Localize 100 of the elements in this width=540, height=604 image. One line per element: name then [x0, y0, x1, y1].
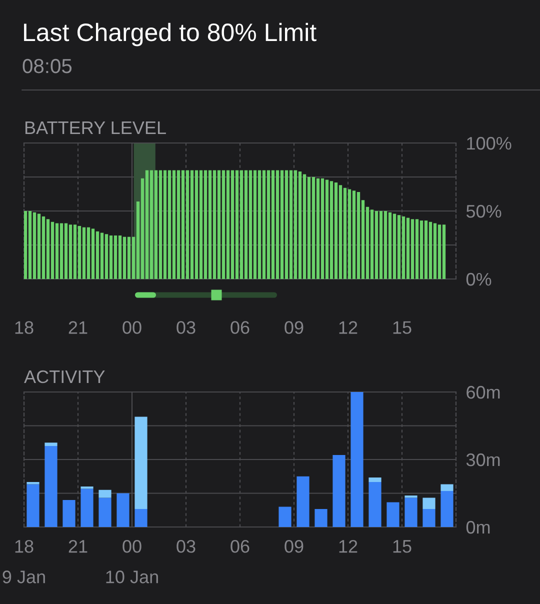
chart-title: ACTIVITY — [24, 370, 105, 384]
bar — [379, 211, 383, 279]
bar — [316, 178, 320, 279]
chart-title: BATTERY LEVEL — [25, 122, 166, 134]
bar — [338, 185, 342, 279]
bar — [280, 170, 284, 279]
bar — [109, 235, 113, 279]
bar — [186, 170, 190, 279]
bar — [78, 226, 82, 279]
bar — [96, 231, 100, 279]
bar — [415, 219, 419, 279]
x-tick-label: 03 — [176, 321, 196, 334]
bar — [222, 170, 226, 279]
x-tick-label: 15 — [393, 321, 412, 334]
bar — [64, 223, 68, 279]
bar — [352, 190, 356, 279]
bar — [127, 236, 131, 279]
bar — [320, 178, 324, 279]
bar — [397, 215, 401, 279]
bar — [312, 177, 316, 279]
bar — [384, 211, 388, 279]
bar — [334, 182, 338, 279]
bar — [276, 170, 280, 279]
bar — [82, 227, 86, 279]
bar — [356, 192, 360, 279]
bar — [343, 188, 347, 279]
bar — [325, 180, 329, 279]
x-tick-label: 18 — [15, 540, 34, 553]
bar — [55, 223, 59, 279]
y-tick-label: 100% — [467, 136, 512, 150]
bar — [240, 170, 244, 279]
bar — [298, 172, 302, 279]
bar — [217, 170, 221, 279]
bar — [154, 170, 158, 279]
bar — [307, 177, 311, 279]
bar — [181, 170, 185, 279]
bar — [226, 170, 230, 279]
bar — [244, 170, 248, 279]
bar — [150, 170, 154, 279]
bar — [289, 170, 293, 279]
bar — [230, 170, 234, 279]
bar — [235, 170, 239, 279]
x2-tick-label: 10 Jan — [106, 570, 158, 584]
bar — [118, 235, 122, 279]
bar — [204, 170, 208, 279]
bar — [73, 224, 77, 279]
bar — [91, 228, 95, 279]
x-tick-label: 12 — [339, 540, 358, 553]
bar — [266, 170, 270, 279]
bar — [392, 214, 396, 279]
bar — [122, 236, 126, 279]
bar — [86, 227, 90, 279]
bar — [253, 170, 257, 279]
bar — [294, 170, 298, 279]
x-tick-label: 21 — [68, 321, 88, 334]
bar — [410, 219, 414, 279]
bar — [42, 216, 46, 279]
bar — [330, 181, 334, 279]
bar — [402, 216, 406, 279]
y-tick-label: 30m — [466, 453, 500, 466]
bar — [50, 222, 54, 279]
y-tick-label: 60m — [466, 386, 500, 399]
bar — [176, 170, 180, 279]
bar — [46, 219, 50, 279]
y-tick-label: 50% — [466, 204, 502, 218]
x-tick-label: 21 — [68, 540, 88, 553]
bar — [114, 235, 118, 279]
x-tick-label: 09 — [284, 540, 304, 553]
bar — [104, 234, 108, 279]
bar — [258, 170, 262, 279]
bar — [428, 222, 432, 279]
bar — [32, 212, 36, 279]
bar — [212, 170, 216, 279]
text: 08:05 — [22, 58, 72, 74]
x-tick-label: 09 — [284, 321, 304, 334]
x-tick-label: 06 — [230, 321, 250, 334]
bar — [284, 170, 288, 279]
x2-tick-label: 9 Jan — [2, 570, 45, 584]
bar — [438, 224, 442, 279]
bar — [262, 170, 266, 279]
y-tick-label: 0% — [466, 272, 492, 286]
x-tick-label: 18 — [15, 321, 34, 334]
x-tick-label: 03 — [176, 540, 196, 553]
x-tick-label: 15 — [393, 540, 412, 553]
bar — [168, 170, 172, 279]
bar — [248, 170, 252, 279]
text: Last Charged to 80% Limit — [24, 22, 316, 46]
bar — [208, 170, 212, 279]
bar — [420, 220, 424, 279]
x-tick-label: 06 — [230, 540, 250, 553]
bar — [199, 170, 203, 279]
bar — [190, 170, 194, 279]
bar — [370, 210, 374, 279]
bar — [37, 214, 41, 279]
bar — [60, 223, 64, 279]
bar — [374, 211, 378, 279]
bar — [424, 220, 428, 279]
bar — [24, 211, 28, 279]
bar — [68, 224, 72, 279]
bar — [194, 170, 198, 279]
